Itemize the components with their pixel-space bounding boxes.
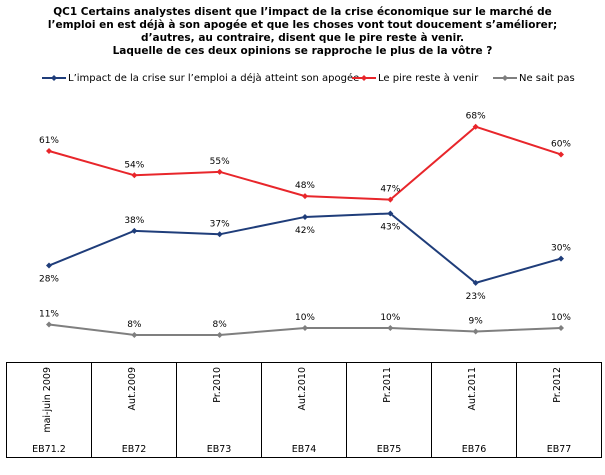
x-tick-label: Aut.2010 [297, 367, 308, 411]
legend-label-nsp: Ne sait pas [519, 72, 575, 84]
data-label: 37% [210, 219, 230, 229]
data-label: 47% [380, 185, 400, 195]
data-point [558, 151, 564, 158]
data-point [216, 231, 223, 238]
data-label: 23% [466, 292, 486, 302]
x-category-cell: Pr.2010 EB73 [176, 362, 262, 458]
wave-label: EB73 [206, 444, 232, 455]
x-tick-label: Pr.2010 [212, 367, 223, 403]
data-point [387, 325, 394, 331]
data-label: 61% [39, 136, 59, 146]
data-label: 38% [124, 216, 144, 226]
data-point [302, 325, 308, 331]
data-label: 10% [295, 313, 315, 323]
data-point [131, 227, 138, 234]
data-label: 48% [295, 181, 315, 191]
data-point [472, 123, 479, 130]
data-label: 68% [466, 112, 486, 122]
data-point [302, 213, 308, 220]
x-tick-label: Aut.2011 [467, 367, 478, 411]
legend-item-pire: Le pire reste à venir [352, 70, 478, 86]
data-label: 8% [213, 320, 228, 330]
data-label: 28% [39, 275, 59, 285]
x-category-cell: Pr.2011 EB75 [346, 362, 432, 458]
data-point [216, 331, 223, 338]
title-line: d’autres, au contraire, disent que le pi… [141, 32, 464, 44]
data-point [46, 321, 52, 328]
data-point [302, 193, 308, 200]
x-category-cell: Aut.2010 EB74 [261, 362, 347, 458]
data-point [387, 196, 394, 203]
data-point [472, 328, 479, 335]
data-point [472, 279, 479, 286]
x-axis-table: mai-juin 2009 EB71.2 Aut.2009 EB72 Pr.20… [6, 362, 602, 458]
data-label: 60% [551, 139, 571, 149]
wave-label: EB74 [291, 444, 317, 455]
plot-area: 28% 38% 37% 42% 43% 23% 30% 61% 54% 55% 48% 47% 68% 6… [39, 112, 571, 338]
legend-swatch-apogee [42, 75, 66, 81]
legend-label-apogee: L’impact de la crise sur l’emploi a déjà… [68, 72, 360, 84]
x-category-cell: Aut.2009 EB72 [91, 362, 177, 458]
x-tick-label: mai-juin 2009 [42, 367, 53, 433]
data-label: 43% [380, 222, 400, 232]
wave-label: EB72 [121, 444, 147, 455]
data-point [216, 168, 223, 175]
title-line: Laquelle de ces deux opinions se rapproc… [112, 45, 493, 57]
data-point [46, 262, 52, 269]
data-label: 8% [127, 320, 142, 330]
wave-label: EB76 [461, 444, 487, 455]
data-label: 10% [551, 313, 571, 323]
data-point [387, 210, 394, 217]
title-line: l’emploi en est déjà à son apogée et que… [47, 19, 558, 31]
data-label: 10% [380, 313, 400, 323]
data-label: 30% [551, 244, 571, 254]
data-label: 54% [124, 160, 144, 170]
data-point [131, 172, 138, 179]
data-point [131, 331, 138, 338]
x-tick-label: Aut.2009 [127, 367, 138, 411]
data-label: 11% [39, 310, 59, 320]
x-tick-label: Pr.2012 [552, 367, 563, 403]
wave-label: EB77 [546, 444, 572, 455]
data-label: 42% [295, 226, 315, 236]
data-point [558, 325, 564, 331]
legend-label-pire: Le pire reste à venir [378, 72, 479, 84]
legend-item-apogee: L’impact de la crise sur l’emploi a déjà… [42, 70, 359, 86]
data-point [46, 148, 52, 154]
legend: L’impact de la crise sur l’emploi a déjà… [0, 70, 605, 86]
x-tick-label: Pr.2011 [382, 367, 393, 403]
legend-item-nsp: Ne sait pas [493, 70, 575, 86]
title-line: QC1 Certains analystes disent que l’impa… [53, 6, 552, 18]
data-point [558, 255, 564, 262]
data-label: 9% [469, 316, 484, 326]
legend-swatch-pire [352, 75, 376, 81]
chart-title: QC1 Certains analystes disent que l’impa… [40, 6, 565, 58]
x-category-cell: Aut.2011 EB76 [431, 362, 517, 458]
data-label: 55% [210, 157, 230, 167]
x-category-cell: Pr.2012 EB77 [516, 362, 602, 458]
wave-label: EB71.2 [32, 444, 66, 455]
legend-swatch-nsp [493, 75, 517, 81]
wave-label: EB75 [376, 444, 402, 455]
x-category-cell: mai-juin 2009 EB71.2 [6, 362, 92, 458]
